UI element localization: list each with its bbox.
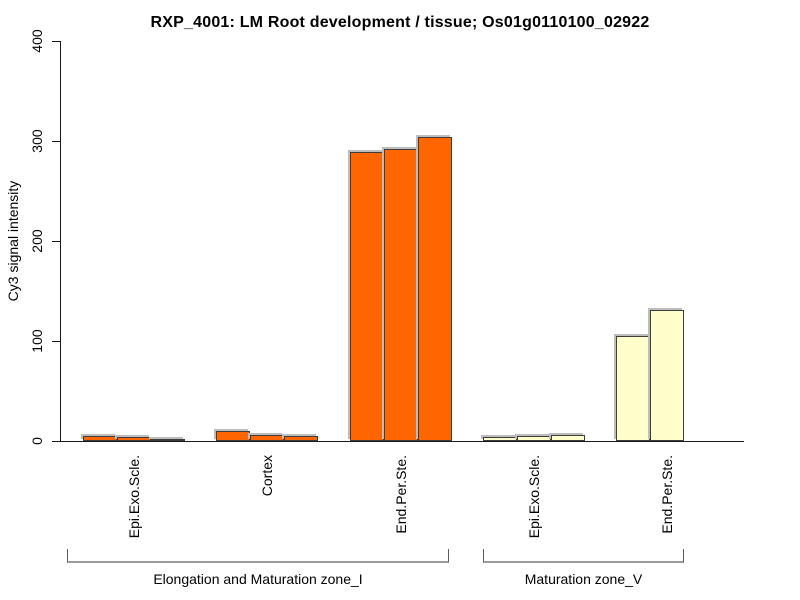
zone-bracket (67, 549, 449, 563)
bar (517, 436, 551, 441)
bar (551, 435, 585, 441)
bar (418, 137, 452, 441)
bar (650, 310, 684, 441)
y-tick-label: 400 (29, 29, 45, 53)
bar (616, 336, 650, 441)
bar (350, 152, 384, 441)
y-tick (52, 441, 60, 442)
bar (384, 149, 418, 441)
bar (250, 435, 284, 441)
y-tick (52, 241, 60, 242)
zone-bracket (483, 549, 684, 563)
bar (83, 436, 117, 441)
bar (284, 436, 318, 441)
zone-label: Maturation zone_V (524, 571, 643, 587)
y-tick-label: 300 (29, 129, 45, 153)
zone-label: Elongation and Maturation zone_I (153, 571, 363, 587)
chart-title: RXP_4001: LM Root development / tissue; … (150, 14, 650, 31)
y-tick (52, 341, 60, 342)
bar (216, 431, 250, 441)
y-axis-label: Cy3 signal intensity (5, 180, 21, 302)
bar (483, 437, 517, 441)
bar (117, 437, 151, 441)
y-tick (52, 141, 60, 142)
y-tick-label: 100 (29, 329, 45, 353)
bar (151, 439, 185, 441)
y-tick (52, 41, 60, 42)
x-axis-line (60, 441, 744, 442)
y-tick-label: 200 (29, 229, 45, 253)
y-tick-label: 0 (29, 437, 45, 445)
y-axis-line (60, 41, 61, 442)
